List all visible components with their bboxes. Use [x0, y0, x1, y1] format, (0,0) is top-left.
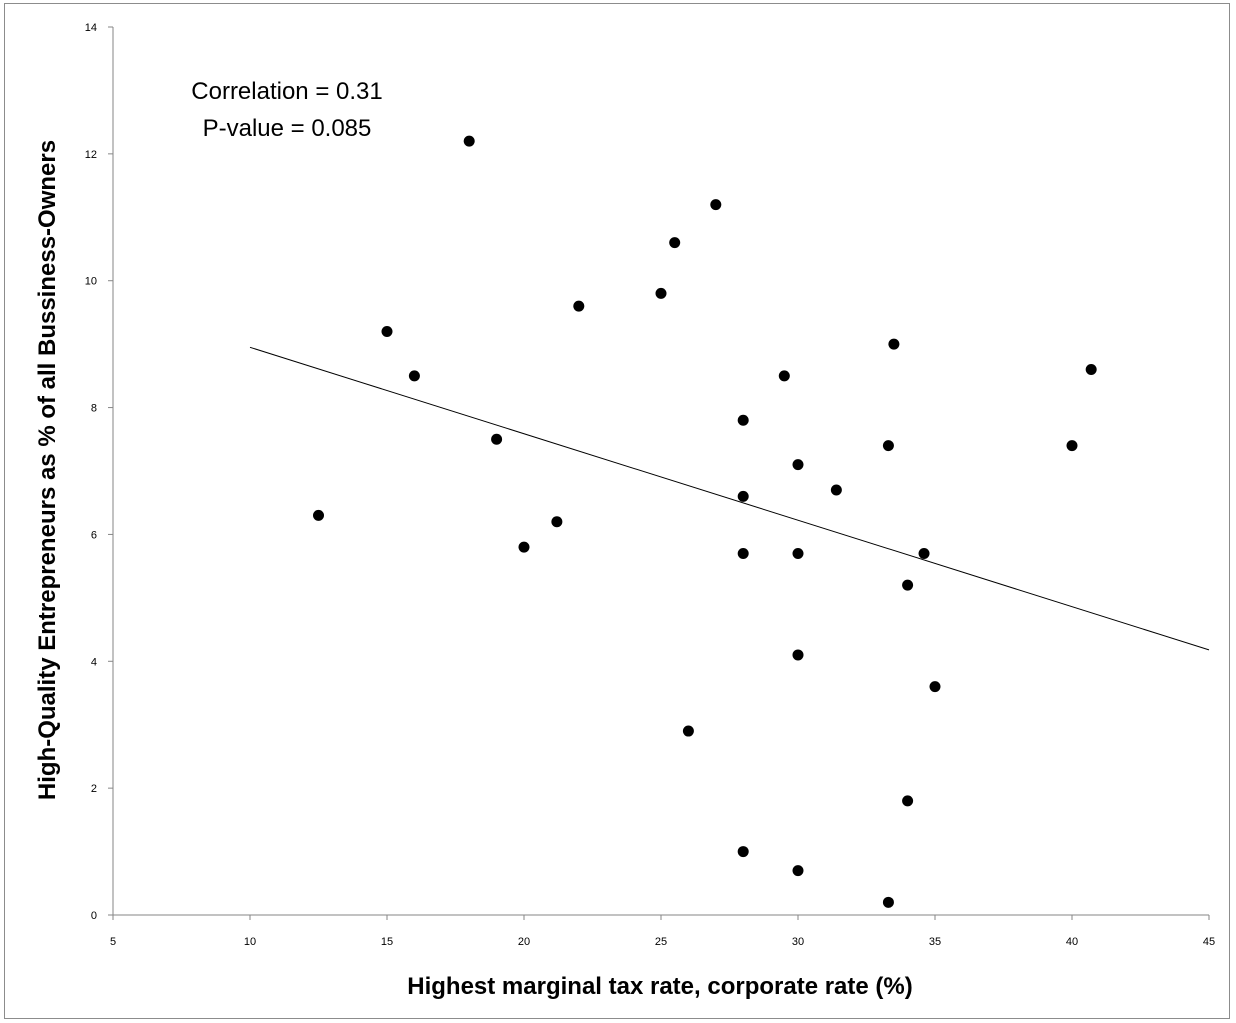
x-tick-label: 30 — [792, 936, 804, 948]
data-point — [792, 547, 804, 559]
data-point — [573, 300, 585, 312]
data-point — [888, 338, 900, 350]
data-point — [1066, 440, 1078, 452]
data-point — [551, 516, 563, 528]
x-tick-label: 40 — [1066, 936, 1078, 948]
data-point — [918, 547, 930, 559]
data-point — [792, 459, 804, 471]
x-tick-label: 10 — [244, 936, 256, 948]
data-point — [313, 509, 324, 521]
data-point — [902, 579, 914, 591]
x-axis-title: Highest marginal tax rate, corporate rat… — [407, 973, 912, 1000]
data-point — [737, 490, 749, 502]
data-point — [710, 199, 722, 211]
chart-frame — [4, 3, 1230, 1019]
data-point — [518, 541, 530, 553]
trendline — [249, 346, 1210, 651]
axes: 5 10 15 20 25 30 35 40 45 0 2 4 6 8 10 12 14 — [85, 22, 1215, 948]
y-tick-label: 14 — [85, 22, 97, 34]
data-point — [1085, 364, 1097, 376]
x-tick-label: 5 — [110, 936, 116, 948]
data-point — [737, 414, 749, 426]
data-point — [737, 846, 749, 858]
data-point — [929, 681, 941, 693]
data-point — [381, 325, 393, 337]
y-tick-label: 8 — [91, 403, 97, 415]
x-tick-label: 15 — [381, 936, 393, 948]
y-tick-label: 2 — [91, 783, 97, 795]
data-point — [792, 865, 804, 877]
x-tick-label: 25 — [655, 936, 667, 948]
y-tick-label: 10 — [85, 276, 97, 288]
data-point — [778, 370, 790, 382]
correlation-text: Correlation = 0.31 — [191, 78, 382, 105]
y-tick-label: 0 — [91, 910, 97, 922]
data-point — [830, 484, 842, 496]
data-point — [737, 547, 749, 559]
data-point — [669, 237, 681, 249]
data-point — [408, 370, 420, 382]
p-value-text: P-value = 0.085 — [203, 115, 372, 142]
data-point — [682, 725, 694, 737]
data-point — [902, 795, 914, 807]
trendline-group — [249, 346, 1210, 651]
x-tick-label: 35 — [929, 936, 941, 948]
y-tick-label: 6 — [91, 529, 97, 541]
y-axis-title: High-Quality Entrepreneurs as % of all B… — [34, 140, 61, 800]
data-point — [463, 135, 475, 147]
data-point — [792, 649, 804, 661]
x-tick-label: 45 — [1203, 936, 1215, 948]
y-tick-label: 12 — [85, 149, 97, 161]
data-point — [882, 896, 894, 908]
data-points — [313, 135, 1097, 908]
data-point — [655, 287, 667, 299]
x-tick-label: 20 — [518, 936, 530, 948]
data-point — [882, 440, 894, 452]
y-tick-label: 4 — [91, 656, 97, 668]
correlation-annotation: Correlation = 0.31 P-value = 0.085 — [191, 78, 382, 142]
data-point — [491, 433, 503, 445]
